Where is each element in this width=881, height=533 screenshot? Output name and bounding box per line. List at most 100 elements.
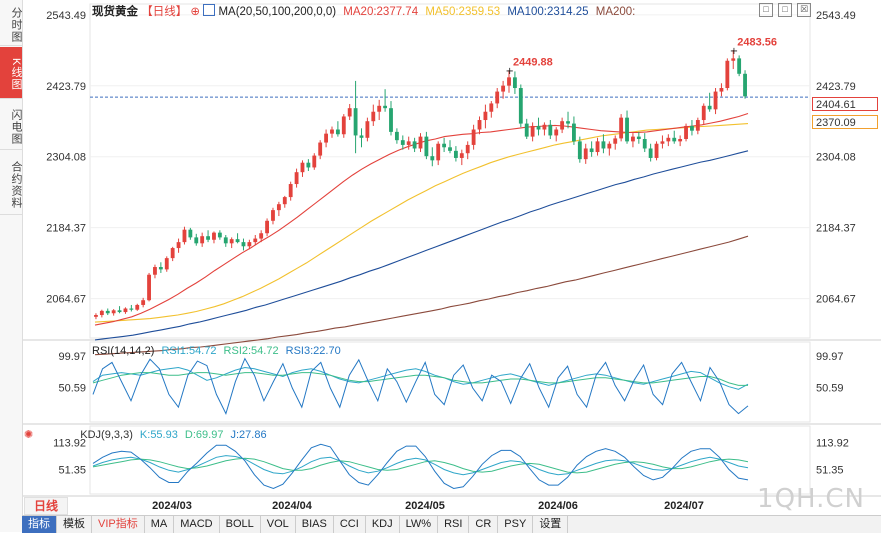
candle-body (719, 88, 724, 92)
ma200-value: MA200: (595, 6, 636, 18)
x-tick-label: 2024/05 (405, 500, 445, 512)
tab-vol[interactable]: VOL (261, 516, 296, 533)
candle-body (229, 239, 234, 244)
tab-flash-chart[interactable]: 闪电图 (0, 100, 22, 150)
tab-ma[interactable]: MA (145, 516, 175, 533)
y-tick-label-left: 2064.67 (46, 294, 86, 306)
tab-rsi[interactable]: RSI (438, 516, 470, 533)
period-tag[interactable]: 【日线】 (141, 6, 188, 18)
candle-body (690, 125, 694, 131)
tab--[interactable]: 指标 (22, 516, 57, 533)
candle-body (282, 197, 287, 205)
candle-body (288, 184, 293, 198)
candle-body (589, 148, 594, 153)
rsi3-value: RSI3:22.70 (285, 345, 341, 357)
candle-body (489, 103, 494, 112)
kdj-panel-frame (89, 425, 811, 495)
candle-body (312, 155, 317, 168)
high-marker-icon: + (730, 46, 738, 57)
candle-body (394, 131, 399, 141)
candle-body (477, 120, 482, 130)
y-tick-label-left: 51.35 (58, 465, 86, 477)
kdj-title: KDJ(9,3,3) (80, 429, 133, 441)
candle-body (424, 136, 429, 157)
candle-body (707, 105, 712, 110)
candle-body (524, 123, 529, 137)
candle-body (666, 137, 671, 142)
ma200-line (94, 235, 749, 356)
candle-body (212, 232, 216, 240)
ma100-value: MA100:2314.25 (507, 6, 589, 18)
x-tick-label: 2024/06 (538, 500, 578, 512)
window-controls: □ □ ☒ (759, 3, 811, 17)
tab-boll[interactable]: BOLL (220, 516, 261, 533)
y-tick-label-left: 2184.37 (46, 223, 86, 235)
candle-body (406, 141, 411, 145)
close-button[interactable]: ☒ (797, 3, 811, 17)
rsi-panel-frame (89, 341, 811, 423)
candle-body (613, 138, 618, 144)
tab-contract-info[interactable]: 合约资料 (0, 151, 22, 215)
candle-body (684, 125, 688, 139)
rsi-legend: RSI(14,14,2) RSI1:54.72 RSI2:54.72 RSI3:… (92, 345, 341, 357)
y-tick-label-right: 2304.08 (816, 152, 856, 164)
candle-body (542, 124, 547, 130)
x-tick-label: 2024/04 (272, 500, 313, 512)
candle-body (536, 125, 541, 130)
candle-body (353, 108, 358, 136)
candle-body (548, 124, 553, 136)
maximize-button[interactable]: □ (778, 3, 792, 17)
y-tick-label-right: 2423.79 (816, 81, 856, 93)
candle-body (99, 310, 104, 316)
y-tick-label-right: 99.97 (816, 351, 844, 363)
kdj-k-value: K:55.93 (139, 429, 178, 441)
y-tick-label-left: 2304.08 (46, 152, 86, 164)
tab-kline[interactable]: K线图 (0, 47, 22, 99)
candle-body (259, 233, 264, 239)
period-label[interactable]: 日线 (24, 497, 68, 515)
restore-button[interactable]: □ (759, 3, 773, 17)
candle-body (164, 258, 169, 270)
rsi1-value: RSI1:54.72 (161, 345, 217, 357)
candle-body (371, 111, 376, 122)
candle-body (223, 237, 228, 244)
candle-body (158, 267, 163, 270)
candle-body (300, 162, 305, 173)
candle-body (648, 148, 653, 158)
tab-timeshare[interactable]: 分时图 (0, 0, 22, 46)
candle-body (105, 310, 110, 314)
tab-bias[interactable]: BIAS (296, 516, 334, 533)
candle-body (147, 274, 151, 301)
rsi-title: RSI(14,14,2) (92, 345, 155, 357)
settings-icon[interactable]: ⊕ (190, 6, 201, 18)
tab-cr[interactable]: CR (469, 516, 499, 533)
kdj-settings-icon[interactable]: ✺ (24, 429, 34, 441)
candle-body (129, 308, 134, 310)
tab--[interactable]: 设置 (533, 516, 569, 533)
candle-body (660, 141, 665, 144)
tab-psy[interactable]: PSY (498, 516, 534, 533)
tab-macd[interactable]: MACD (174, 516, 220, 533)
candle-body (453, 150, 458, 158)
tab--[interactable]: 模板 (57, 516, 92, 533)
tab-vip-[interactable]: VIP指标 (92, 516, 145, 533)
candle-body (459, 153, 464, 158)
candle-body (436, 143, 441, 161)
chart-type-icon[interactable] (203, 4, 216, 16)
ma-price-box: 2370.09 (812, 115, 878, 129)
candle-body (507, 77, 511, 86)
candle-body (194, 237, 199, 244)
candle-body (123, 308, 128, 313)
candle-body (153, 267, 157, 275)
tab-cci[interactable]: CCI (334, 516, 366, 533)
candle-body (619, 117, 624, 139)
tab-kdj[interactable]: KDJ (366, 516, 400, 533)
candle-body (483, 111, 488, 121)
candle-body (595, 141, 600, 153)
y-tick-label-left: 2423.79 (46, 81, 86, 93)
tab-lw-[interactable]: LW% (400, 516, 439, 533)
candle-body (631, 136, 635, 142)
rsi-rsi2-line (92, 372, 748, 386)
candle-body (306, 162, 311, 168)
rsi-rsi1-line (92, 366, 749, 390)
